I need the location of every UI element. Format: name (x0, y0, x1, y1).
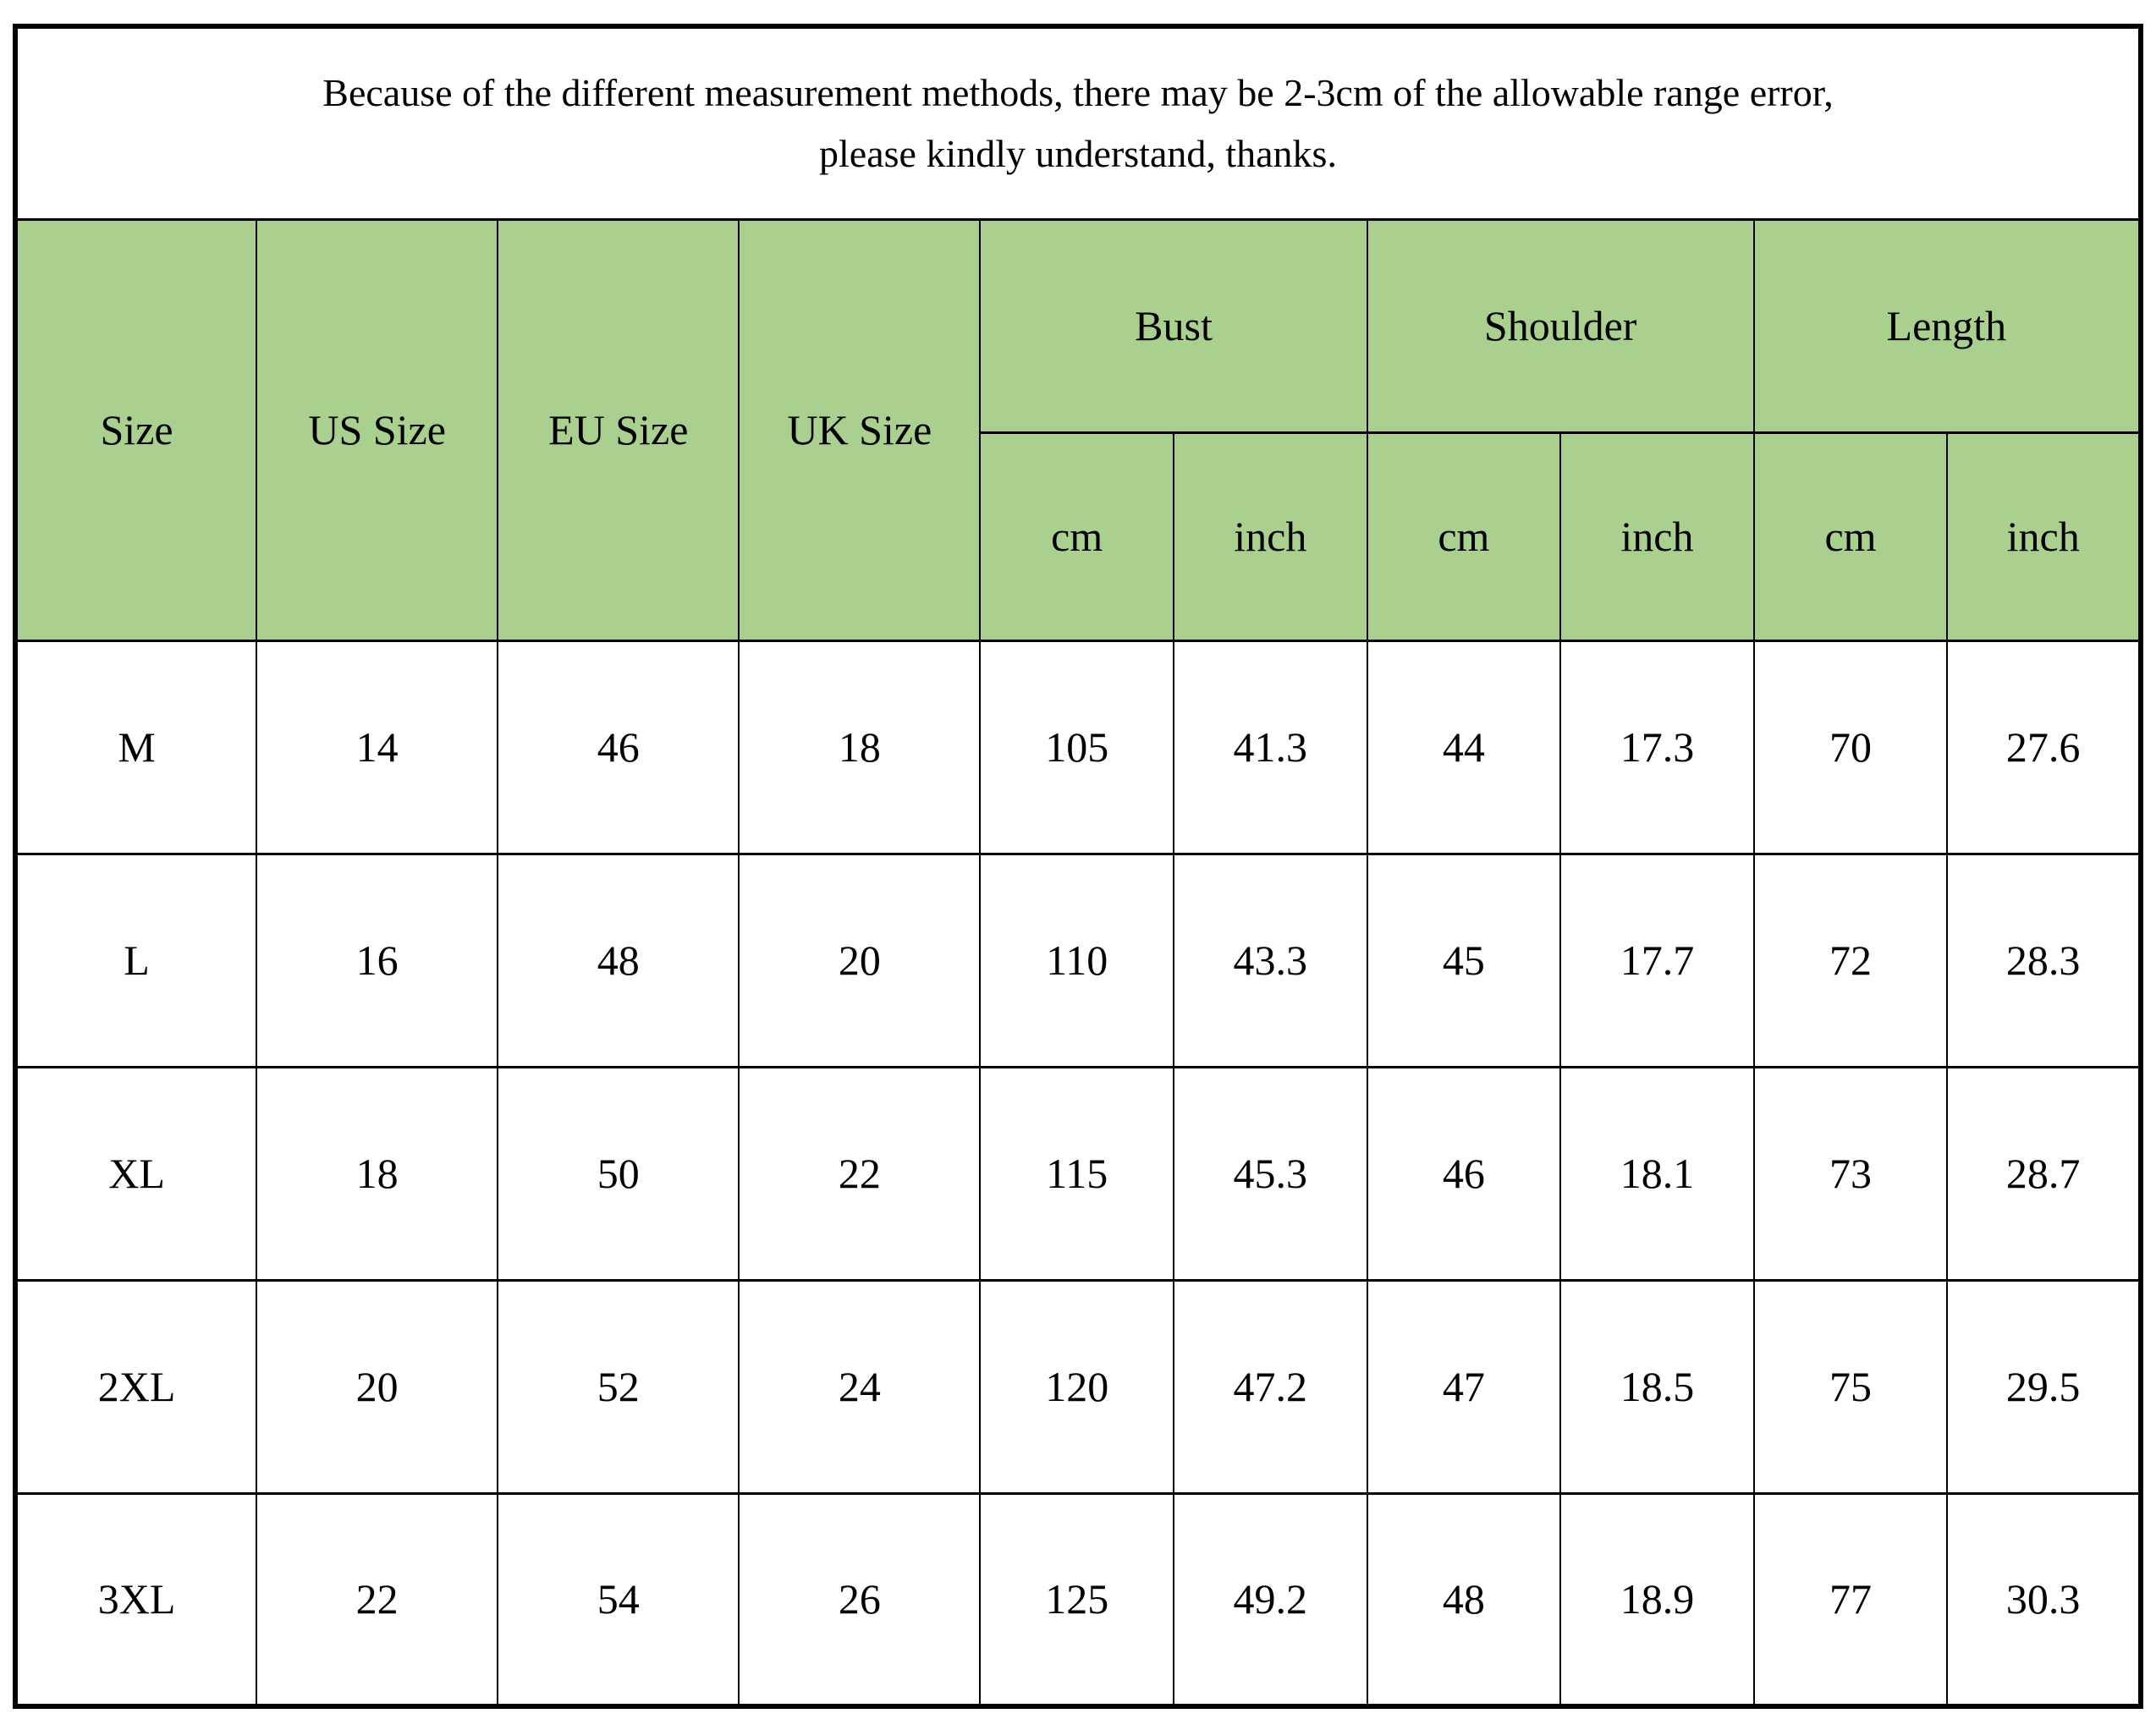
bust-inch-value: 41.3 (1173, 639, 1368, 855)
eu-size-value: 54 (497, 1491, 740, 1708)
shoulder-cm-value: 48 (1366, 1491, 1562, 1708)
header-us-size: US Size (256, 217, 499, 642)
size-value: L (14, 852, 258, 1068)
header-shoulder-cm: cm (1366, 431, 1562, 642)
shoulder-inch-value: 18.5 (1559, 1278, 1755, 1495)
length-inch-value: 29.5 (1946, 1278, 2142, 1495)
disclaimer-line-1: Because of the different measurement met… (322, 71, 1834, 115)
bust-inch-value: 49.2 (1173, 1491, 1368, 1708)
shoulder-inch-value: 17.7 (1559, 852, 1755, 1068)
length-cm-value: 77 (1752, 1491, 1949, 1708)
bust-cm-value: 115 (979, 1065, 1175, 1282)
table-row: M 14 46 18 105 41.3 44 17.3 70 27.6 (14, 639, 2142, 855)
uk-size-value: 26 (738, 1491, 982, 1708)
bust-cm-value: 110 (979, 852, 1175, 1068)
header-bust-cm: cm (979, 431, 1175, 642)
eu-size-value: 50 (497, 1065, 740, 1282)
us-size-value: 16 (256, 852, 499, 1068)
shoulder-inch-value: 17.3 (1559, 639, 1755, 855)
header-shoulder-inch: inch (1559, 431, 1755, 642)
table-row: XL 18 50 22 115 45.3 46 18.1 73 28.7 (14, 1065, 2142, 1282)
header-row-groups: Size US Size EU Size UK Size Bust Should… (14, 217, 2142, 642)
length-inch-value: 27.6 (1946, 639, 2142, 855)
table-row: 2XL 20 52 24 120 47.2 47 18.5 75 29.5 (14, 1278, 2142, 1495)
table-row: L 16 48 20 110 43.3 45 17.7 72 28.3 (14, 852, 2142, 1068)
length-cm-value: 75 (1752, 1278, 1949, 1495)
size-value: XL (14, 1065, 258, 1282)
length-cm-value: 73 (1752, 1065, 1949, 1282)
size-value: M (14, 639, 258, 855)
us-size-value: 20 (256, 1278, 499, 1495)
uk-size-value: 22 (738, 1065, 982, 1282)
eu-size-value: 52 (497, 1278, 740, 1495)
eu-size-value: 48 (497, 852, 740, 1068)
header-length-inch: inch (1946, 431, 2142, 642)
header-size: Size (14, 217, 258, 642)
header-length: Length (1752, 217, 2142, 434)
size-value: 2XL (14, 1278, 258, 1495)
bust-inch-value: 45.3 (1173, 1065, 1368, 1282)
length-cm-value: 72 (1752, 852, 1949, 1068)
length-inch-value: 28.7 (1946, 1065, 2142, 1282)
length-cm-value: 70 (1752, 639, 1949, 855)
length-inch-value: 28.3 (1946, 852, 2142, 1068)
header-bust: Bust (979, 217, 1368, 434)
size-chart-table: Because of the different measurement met… (13, 24, 2143, 1709)
bust-cm-value: 105 (979, 639, 1175, 855)
bust-inch-value: 43.3 (1173, 852, 1368, 1068)
bust-cm-value: 125 (979, 1491, 1175, 1708)
header-bust-inch: inch (1173, 431, 1368, 642)
shoulder-cm-value: 44 (1366, 639, 1562, 855)
bust-cm-value: 120 (979, 1278, 1175, 1495)
us-size-value: 14 (256, 639, 499, 855)
length-inch-value: 30.3 (1946, 1491, 2142, 1708)
header-row-units: cm inch cm inch cm inch (15, 431, 2142, 642)
notice-row: Because of the different measurement met… (14, 25, 2142, 221)
us-size-value: 18 (256, 1065, 499, 1282)
shoulder-cm-value: 45 (1366, 852, 1562, 1068)
header-uk-size: UK Size (738, 217, 982, 642)
bust-inch-value: 47.2 (1173, 1278, 1368, 1495)
header-eu-size: EU Size (497, 217, 740, 642)
shoulder-cm-value: 47 (1366, 1278, 1562, 1495)
header-shoulder: Shoulder (1366, 217, 1755, 434)
measurement-disclaimer: Because of the different measurement met… (14, 25, 2142, 221)
uk-size-value: 20 (738, 852, 982, 1068)
size-value: 3XL (14, 1491, 258, 1708)
us-size-value: 22 (256, 1491, 499, 1708)
header-length-cm: cm (1752, 431, 1949, 642)
shoulder-cm-value: 46 (1366, 1065, 1562, 1282)
eu-size-value: 46 (497, 639, 740, 855)
shoulder-inch-value: 18.1 (1559, 1065, 1755, 1282)
shoulder-inch-value: 18.9 (1559, 1491, 1755, 1708)
uk-size-value: 24 (738, 1278, 982, 1495)
table-row: 3XL 22 54 26 125 49.2 48 18.9 77 30.3 (14, 1491, 2142, 1708)
disclaimer-line-2: please kindly understand, thanks. (819, 131, 1337, 175)
uk-size-value: 18 (738, 639, 982, 855)
